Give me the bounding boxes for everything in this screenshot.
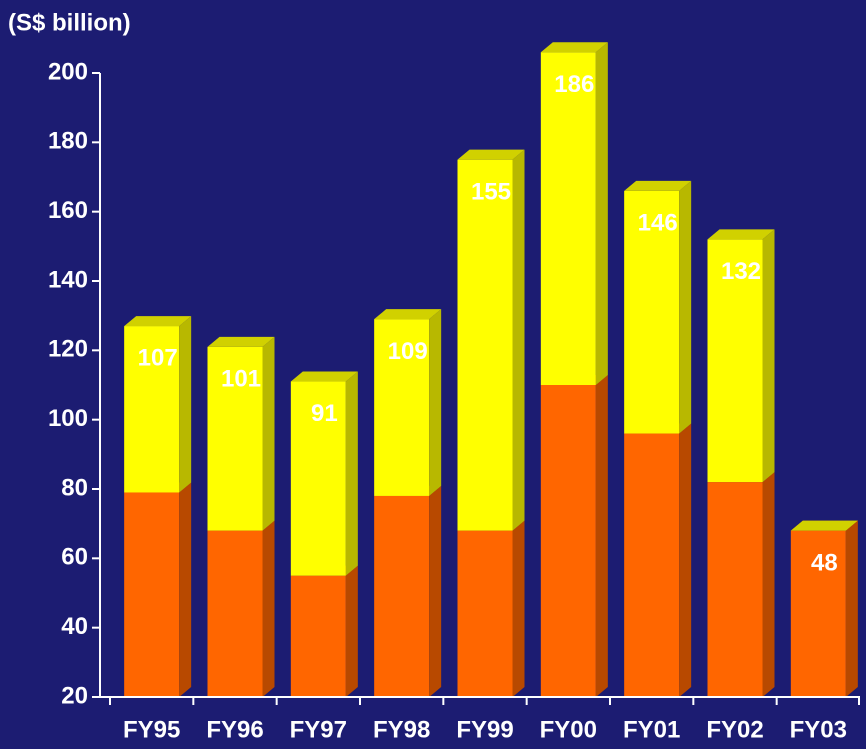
bar-side [345,565,358,697]
y-tick-label: 160 [48,197,88,224]
bar-segment [290,575,346,697]
x-tick-label: FY98 [373,716,430,743]
bar-side [429,485,442,697]
total-label: 155 [471,178,511,205]
total-label: 48 [811,549,838,576]
x-tick-label: FY00 [540,716,597,743]
bar-top [290,371,358,382]
x-tick-label: FY03 [790,716,847,743]
bar-segment [624,190,680,434]
bar-side [679,180,692,434]
bar-segment [707,482,763,697]
y-tick-label: 180 [48,128,88,155]
bar-side [679,423,692,697]
bar-side [262,336,275,531]
bar-side [262,520,275,697]
y-tick-label: 80 [61,474,88,501]
bar-side [512,520,525,697]
y-tick-label: 120 [48,336,88,363]
total-label: 146 [638,210,678,237]
bar-side [512,149,525,531]
bar-top [374,309,442,320]
bar-segment [624,433,680,697]
bar-segment [124,492,180,697]
y-tick-label: 60 [61,544,88,571]
bar-segment [540,385,596,697]
bar-side [595,42,608,385]
bar-side [345,371,358,576]
y-tick-label: 40 [61,613,88,640]
bar-segment [457,530,513,697]
y-tick-label: 140 [48,266,88,293]
total-label: 91 [311,400,338,427]
bar-segment [207,530,263,697]
total-label: 132 [721,258,761,285]
bar-side [845,520,858,697]
bar-segment [374,319,430,496]
x-tick-label: FY99 [456,716,513,743]
bar-side [762,229,775,483]
total-label: 109 [388,338,428,365]
bar-segment [290,381,346,576]
bar-top [540,42,608,53]
bar-segment [707,239,763,483]
bar-side [179,316,192,493]
y-tick-label: 200 [48,58,88,85]
bar-top [790,520,858,531]
total-label: 107 [138,345,178,372]
bar-top [124,316,192,327]
bar-segment [374,495,430,697]
bar-segment [457,159,513,531]
total-label: 186 [554,71,594,98]
x-tick-label: FY96 [206,716,263,743]
bar-side [762,472,775,697]
bar-top [207,336,275,347]
x-tick-label: FY01 [623,716,680,743]
bar-top [624,180,692,191]
bar-segment [790,530,846,697]
bar-segment [124,326,180,493]
total-label: 101 [221,366,261,393]
bar-side [179,482,192,697]
x-tick-label: FY95 [123,716,180,743]
y-tick-label: 100 [48,405,88,432]
bar-segment [540,52,596,385]
bar-top [707,229,775,240]
x-tick-label: FY97 [290,716,347,743]
bar-side [429,309,442,496]
bar-segment [207,346,263,531]
bar-top [457,149,525,160]
axis-unit-label: (S$ billion) [8,9,131,36]
x-tick-label: FY02 [706,716,763,743]
bar-side [595,375,608,697]
y-tick-label: 20 [61,682,88,709]
